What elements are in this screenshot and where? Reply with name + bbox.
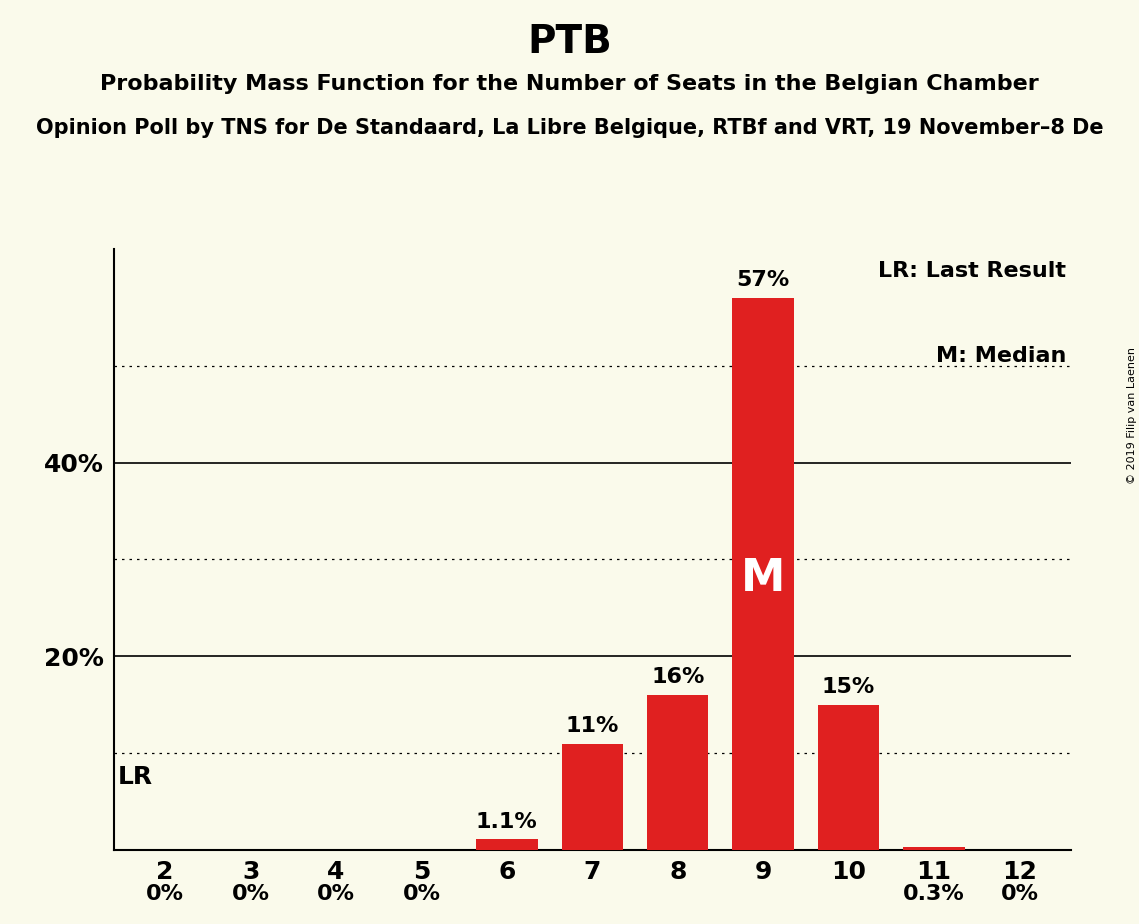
Text: M: Median: M: Median bbox=[935, 346, 1066, 366]
Text: 15%: 15% bbox=[822, 677, 875, 697]
Text: PTB: PTB bbox=[527, 23, 612, 61]
Text: 57%: 57% bbox=[737, 270, 789, 290]
Bar bbox=[818, 705, 879, 850]
Text: LR: LR bbox=[118, 765, 154, 789]
Text: Opinion Poll by TNS for De Standaard, La Libre Belgique, RTBf and VRT, 19 Novemb: Opinion Poll by TNS for De Standaard, La… bbox=[35, 118, 1104, 139]
Text: 0%: 0% bbox=[1000, 884, 1039, 904]
Bar bbox=[647, 695, 708, 850]
Text: 0%: 0% bbox=[146, 884, 185, 904]
Text: M: M bbox=[741, 557, 785, 601]
Text: LR: Last Result: LR: Last Result bbox=[878, 261, 1066, 282]
Bar bbox=[476, 839, 538, 850]
Text: 1.1%: 1.1% bbox=[476, 811, 538, 832]
Text: 0%: 0% bbox=[231, 884, 270, 904]
Text: Probability Mass Function for the Number of Seats in the Belgian Chamber: Probability Mass Function for the Number… bbox=[100, 74, 1039, 94]
Text: 0%: 0% bbox=[402, 884, 441, 904]
Text: 0%: 0% bbox=[317, 884, 355, 904]
Text: 11%: 11% bbox=[566, 716, 618, 736]
Bar bbox=[903, 847, 965, 850]
Text: 0.3%: 0.3% bbox=[903, 884, 965, 904]
Bar bbox=[562, 744, 623, 850]
Text: © 2019 Filip van Laenen: © 2019 Filip van Laenen bbox=[1126, 347, 1137, 484]
Text: 16%: 16% bbox=[652, 667, 704, 687]
Bar bbox=[732, 298, 794, 850]
